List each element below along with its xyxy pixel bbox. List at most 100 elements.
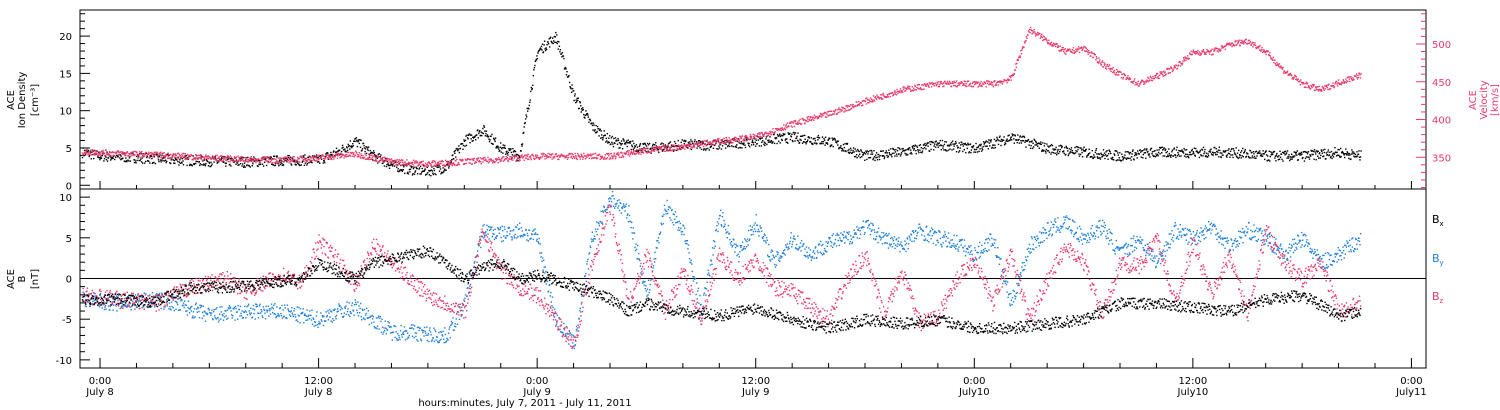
velocity-point xyxy=(992,86,995,88)
velocity-point xyxy=(696,142,698,144)
density-point xyxy=(1291,158,1293,160)
density-point xyxy=(1163,148,1165,150)
velocity-point xyxy=(873,99,875,101)
velocity-point xyxy=(847,109,849,111)
density-point xyxy=(1068,153,1070,155)
density-point xyxy=(751,140,754,142)
velocity-point xyxy=(165,153,167,155)
velocity-point xyxy=(559,156,562,158)
velocity-point xyxy=(990,81,992,83)
velocity-point xyxy=(1001,80,1003,83)
velocity-point xyxy=(958,82,960,84)
density-point xyxy=(856,154,858,156)
density-point xyxy=(648,142,651,145)
density-point xyxy=(665,147,668,150)
velocity-point xyxy=(1169,68,1171,70)
density-point xyxy=(555,31,557,34)
density-point xyxy=(1040,141,1042,143)
velocity-point xyxy=(627,153,629,156)
velocity-point xyxy=(1194,52,1196,54)
density-point xyxy=(1192,153,1194,155)
velocity-point xyxy=(539,157,541,159)
velocity-point xyxy=(541,156,544,158)
density-point xyxy=(1278,155,1280,157)
density-point xyxy=(895,148,897,151)
density-point xyxy=(955,151,958,153)
density-point xyxy=(752,142,754,144)
density-point xyxy=(737,147,740,149)
velocity-point xyxy=(264,156,266,158)
density-point xyxy=(259,163,262,166)
velocity-point xyxy=(1098,61,1101,63)
velocity-point xyxy=(315,157,317,159)
density-point xyxy=(594,129,596,131)
velocity-point xyxy=(270,160,272,163)
density-point xyxy=(90,158,92,160)
velocity-point xyxy=(1239,44,1241,47)
density-point xyxy=(699,147,701,149)
velocity-point xyxy=(323,155,325,158)
velocity-point xyxy=(1229,43,1231,45)
density-point xyxy=(611,135,614,138)
velocity-point xyxy=(1061,46,1063,49)
density-point xyxy=(810,137,812,139)
velocity-point xyxy=(951,82,953,84)
density-point xyxy=(536,58,539,60)
density-point xyxy=(236,162,239,164)
velocity-point xyxy=(942,85,944,88)
density-point xyxy=(1258,150,1261,152)
density-point xyxy=(1261,153,1263,155)
velocity-point xyxy=(700,141,703,144)
density-point xyxy=(969,143,972,145)
velocity-point xyxy=(845,105,847,107)
velocity-point xyxy=(1080,47,1082,49)
velocity-point xyxy=(209,157,212,160)
density-point xyxy=(1345,148,1347,150)
velocity-point xyxy=(1080,46,1083,48)
density-point xyxy=(602,139,604,141)
velocity-point xyxy=(1170,67,1172,69)
density-point xyxy=(607,141,609,143)
velocity-point xyxy=(167,157,169,159)
density-point xyxy=(291,158,294,160)
density-point xyxy=(957,146,959,148)
velocity-point xyxy=(405,164,408,166)
velocity-point xyxy=(291,160,294,162)
velocity-point xyxy=(535,154,537,156)
velocity-point xyxy=(1197,50,1199,52)
velocity-point xyxy=(167,152,169,154)
velocity-point xyxy=(203,156,205,159)
velocity-point xyxy=(726,139,728,141)
density-point xyxy=(1008,140,1010,142)
density-point xyxy=(999,135,1001,137)
density-point xyxy=(1156,153,1159,156)
density-point xyxy=(140,158,142,160)
velocity-point xyxy=(644,149,647,151)
density-point xyxy=(191,165,193,167)
velocity-point xyxy=(1089,52,1091,54)
velocity-point xyxy=(1015,66,1017,68)
density-point xyxy=(551,42,553,44)
density-point xyxy=(662,143,665,145)
velocity-point xyxy=(800,123,803,125)
velocity-point xyxy=(221,160,223,162)
density-point xyxy=(836,142,838,144)
density-point xyxy=(1239,154,1241,157)
density-point xyxy=(1342,152,1344,154)
density-point xyxy=(794,132,797,134)
density-point xyxy=(1030,144,1032,147)
velocity-point xyxy=(1052,45,1054,47)
density-point xyxy=(338,149,341,152)
density-point xyxy=(312,155,314,157)
density-point xyxy=(1165,152,1167,154)
velocity-point xyxy=(247,161,249,163)
density-point xyxy=(1081,156,1084,158)
density-point xyxy=(620,144,622,146)
density-point xyxy=(598,135,600,137)
velocity-point xyxy=(1245,38,1247,41)
density-point xyxy=(1046,150,1049,152)
density-tick-label: 0 xyxy=(66,181,72,192)
velocity-point xyxy=(1085,47,1087,49)
velocity-point xyxy=(680,148,682,150)
velocity-point xyxy=(1206,48,1208,51)
